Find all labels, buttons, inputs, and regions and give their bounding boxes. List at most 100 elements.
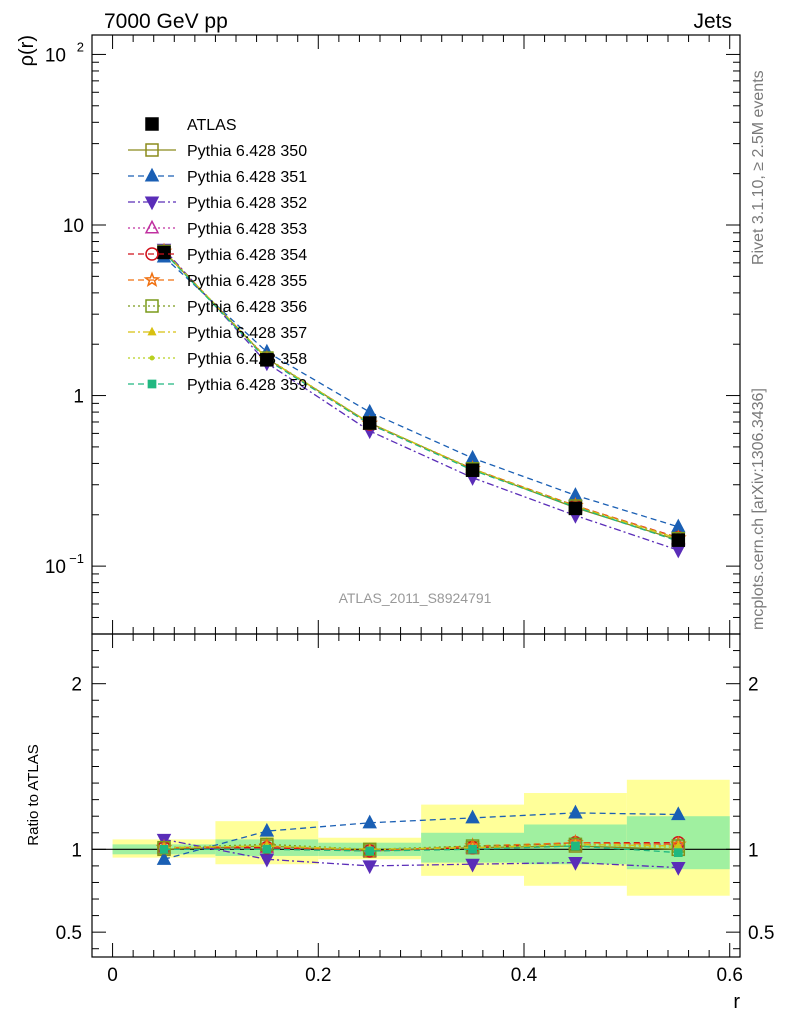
ratio-point	[156, 851, 172, 865]
ratio-y-tick-label-right: 2	[748, 675, 759, 696]
ratio-point	[671, 806, 686, 821]
legend-entry: Pythia 6.428 358	[128, 351, 307, 368]
legend-marker	[149, 355, 155, 361]
legend-entry: ATLAS	[145, 117, 237, 134]
legend-label: Pythia 6.428 359	[187, 377, 307, 394]
rivet-version-label: Rivet 3.1.10, ≥ 2.5M events	[750, 70, 767, 265]
data-point	[568, 501, 583, 516]
series-line	[163, 248, 679, 551]
main-y-tick-label: 10	[45, 557, 66, 578]
ratio-point	[568, 804, 583, 819]
legend-entry: Pythia 6.428 354	[128, 247, 307, 264]
data-point	[671, 544, 686, 559]
mcplots-label: mcplots.cern.ch [arXiv:1306.3436]	[750, 388, 767, 630]
series-line	[163, 252, 679, 542]
uncertainty-bands	[112, 779, 730, 896]
ratio-y-tick-label-right: 0.5	[748, 923, 774, 944]
ratio-point	[262, 844, 272, 854]
ratio-point	[673, 848, 683, 857]
legend-entry: Pythia 6.428 350	[128, 143, 307, 160]
series-line	[163, 251, 679, 541]
ratio-pythia-6-428-352	[156, 833, 686, 876]
ratio-pythia-6-428-359	[159, 841, 683, 857]
series-line	[163, 250, 679, 539]
x-axis-label: r	[733, 991, 740, 1013]
legend-label: Pythia 6.428 355	[187, 273, 307, 290]
ratio-panel: 0.5 0.5 1 1 2 2	[56, 633, 774, 958]
ratio-line	[163, 843, 679, 850]
legend-marker	[144, 196, 160, 211]
ratio-point	[465, 809, 480, 824]
ratio-y-tick-label: 1	[71, 840, 82, 861]
x-tick-label: 0.6	[717, 965, 743, 986]
data-point	[260, 353, 274, 367]
x-tick-label: 0.4	[511, 965, 538, 986]
data-point	[157, 245, 171, 260]
ratio-point	[365, 846, 375, 856]
legend-entry: Pythia 6.428 359	[128, 377, 307, 394]
ratio-y-tick-label: 2	[71, 675, 82, 696]
ratio-line	[163, 843, 679, 850]
series-pythia-6-428-359	[159, 248, 683, 546]
legend-label: Pythia 6.428 356	[187, 299, 307, 316]
series-line	[163, 250, 679, 540]
legend-label: ATLAS	[187, 117, 237, 134]
main-y-axis-label: ρ(r)	[16, 35, 38, 66]
legend-marker	[144, 219, 160, 234]
ratio-point	[671, 862, 686, 876]
legend-marker	[143, 271, 161, 288]
legend-marker	[147, 326, 157, 336]
ratio-y-axis-label: Ratio to ATLAS	[25, 744, 42, 845]
ratio-y-tick-label-right: 1	[748, 840, 759, 861]
series-pythia-6-428-350	[157, 245, 686, 547]
series-line	[163, 250, 679, 540]
series-pythia-6-428-352	[156, 243, 686, 559]
legend-label: Pythia 6.428 358	[187, 351, 307, 368]
x-ticks: 0 0.2 0.4 0.6	[107, 35, 743, 986]
ratio-point	[259, 853, 275, 868]
main-y-tick-exponent: −1	[69, 551, 84, 566]
ratio-frame-border	[91, 633, 741, 958]
series-pythia-6-428-354	[157, 244, 686, 545]
ratio-point	[362, 860, 377, 875]
ratio-point	[362, 814, 377, 829]
ratio-point	[571, 841, 580, 851]
legend-marker	[144, 167, 160, 182]
legend-entry: Pythia 6.428 351	[128, 167, 307, 186]
legend-label: Pythia 6.428 351	[187, 169, 307, 186]
ratio-y-tick-label: 0.5	[56, 923, 82, 944]
x-tick-label: 0.2	[305, 965, 331, 986]
ratio-line	[164, 842, 679, 852]
legend: ATLAS Pythia 6.428 350 Pythia 6.428 351 Pyt…	[128, 117, 307, 394]
ratio-point	[468, 844, 477, 854]
series-line	[163, 256, 679, 528]
series-line	[163, 250, 679, 539]
legend-entry: Pythia 6.428 352	[128, 195, 307, 212]
legend-marker	[145, 247, 159, 261]
ratio-point	[159, 844, 169, 854]
main-y-tick-label: 10	[63, 216, 84, 237]
series-line	[163, 250, 679, 540]
legend-entry: Pythia 6.428 356	[128, 299, 307, 316]
main-series	[155, 242, 687, 559]
legend-label: Pythia 6.428 352	[187, 195, 307, 212]
legend-marker	[145, 299, 159, 313]
legend-marker	[147, 379, 157, 389]
legend-marker	[145, 117, 159, 131]
ratio-point	[465, 858, 480, 873]
data-point	[465, 463, 480, 477]
series-pythia-6-428-357	[159, 246, 683, 542]
legend-label: Pythia 6.428 350	[187, 143, 307, 160]
legend-label: Pythia 6.428 357	[187, 325, 307, 342]
ratio-line	[163, 812, 679, 860]
main-y-tick-label: 1	[73, 387, 84, 408]
ratio-point	[568, 857, 583, 871]
analysis-label: ATLAS_2011_S8924791	[339, 590, 492, 606]
series-line	[163, 250, 679, 539]
ratio-series	[155, 804, 687, 876]
series-atlas	[157, 245, 686, 547]
legend-entry: Pythia 6.428 353	[128, 219, 307, 238]
data-point	[362, 416, 377, 430]
series-pythia-6-428-358	[161, 248, 681, 542]
